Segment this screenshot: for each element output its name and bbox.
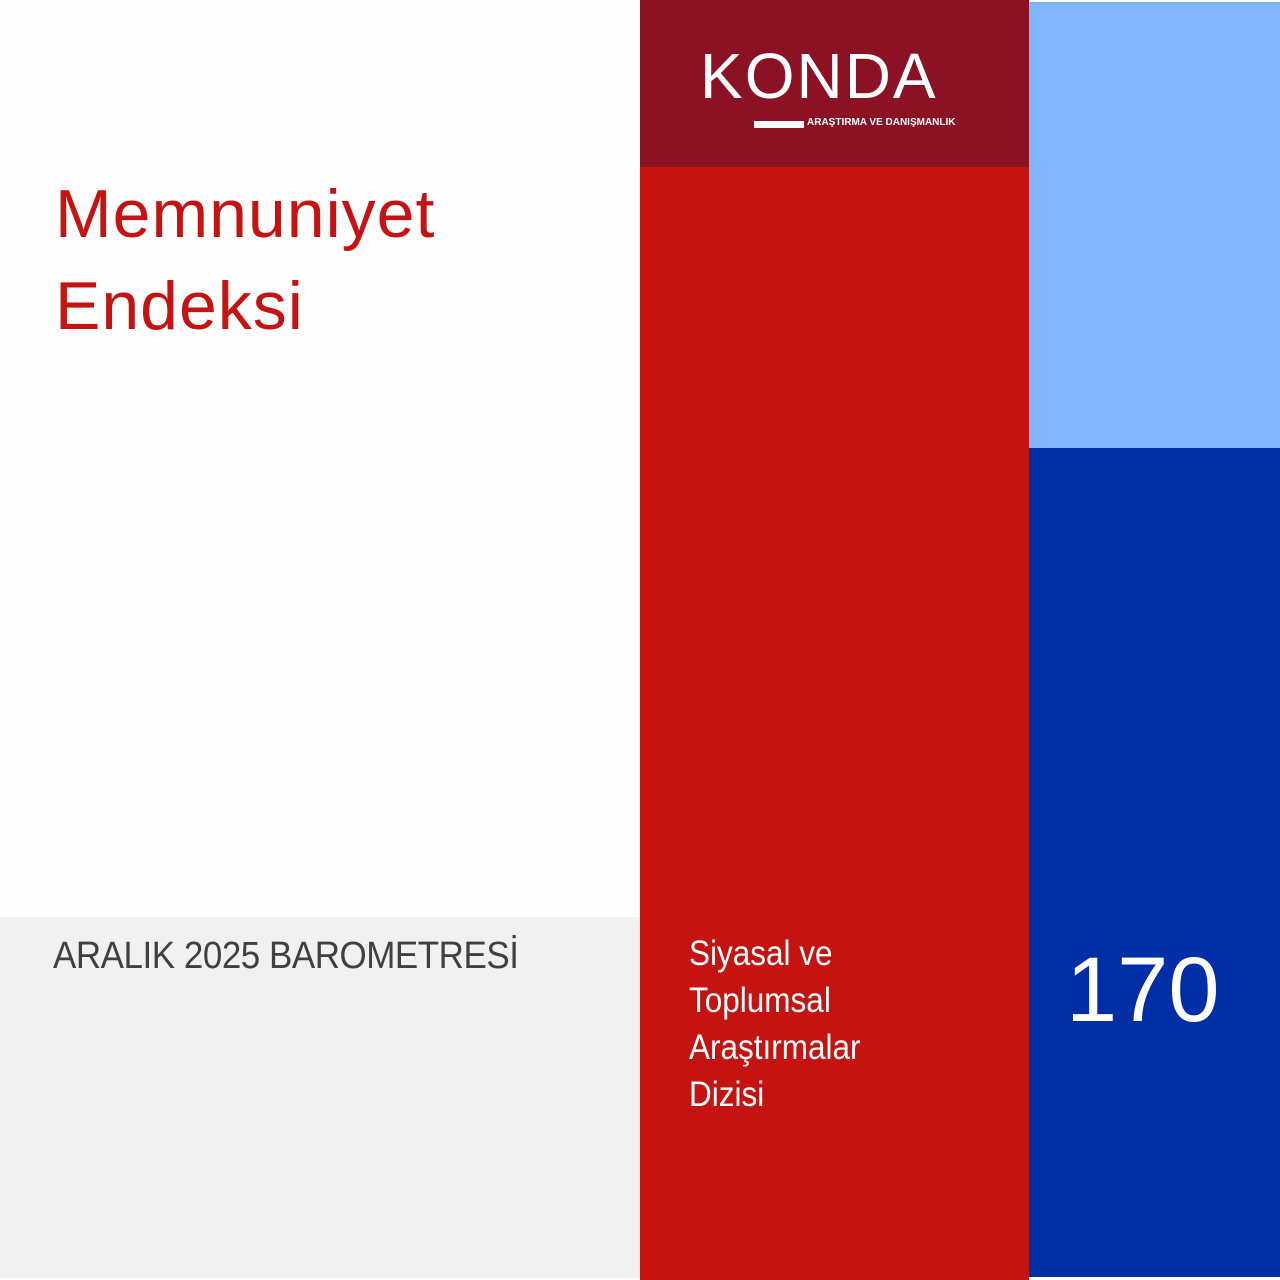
logo-wordmark: KONDA [700, 40, 938, 112]
edition-label: ARALIK 2025 BAROMETRESİ [53, 935, 519, 977]
page-title: Memnuniyet Endeksi [55, 168, 435, 352]
konda-logo: KONDA ARAŞTIRMA VE DANIŞMANLIK [700, 36, 970, 136]
logo-bar [754, 121, 804, 128]
series-line-2: Toplumsal [689, 981, 831, 1020]
logo-band [640, 0, 1029, 167]
series-line-3: Araştırmalar [689, 1028, 861, 1067]
cover-gray-panel [0, 917, 640, 1278]
cover-white-panel [0, 0, 640, 917]
logo-tagline: ARAŞTIRMA VE DANIŞMANLIK [807, 117, 956, 128]
title-line-1: Memnuniyet [55, 176, 436, 252]
light-blue-panel [1029, 2, 1280, 448]
series-line-1: Siyasal ve [689, 934, 833, 973]
series-line-4: Dizisi [689, 1075, 765, 1114]
red-column [640, 167, 1029, 1280]
series-name: Siyasal ve Toplumsal Araştırmalar Dizisi [689, 930, 861, 1118]
title-line-2: Endeksi [55, 268, 304, 344]
issue-number: 170 [1066, 939, 1220, 1041]
dark-blue-panel [1029, 448, 1280, 1277]
